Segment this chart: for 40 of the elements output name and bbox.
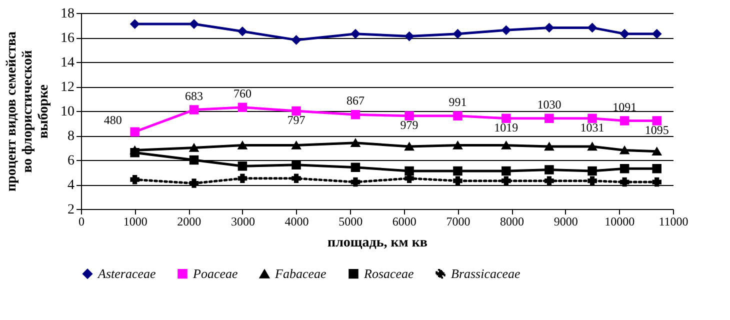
annotation: 683 (185, 88, 204, 103)
y-tick-label: 16 (60, 31, 74, 46)
x-tick-label: 1000 (123, 214, 148, 228)
legend-label: Asteraceae (97, 266, 156, 281)
x-tick-label: 4000 (284, 214, 309, 228)
y-axis-title: процент видов семейства во флористической выборке (4, 31, 52, 192)
y-tick-label: 6 (68, 154, 74, 168)
annotation: 991 (448, 94, 467, 109)
x-tick-label: 5000 (338, 214, 363, 228)
y-tick-label: 18 (60, 6, 74, 22)
annotation: 1030 (537, 97, 562, 112)
x-axis-title: площадь, км кв (328, 236, 428, 250)
annotation: 867 (346, 94, 364, 108)
annotation: 797 (287, 113, 306, 127)
annotation: 760 (233, 86, 252, 100)
annotation: 1019 (494, 120, 518, 134)
x-tick-label: 0 (78, 214, 84, 228)
x-tick-label: 3000 (230, 214, 255, 228)
y-tick-label: 2 (68, 202, 74, 218)
x-tick-label: 8000 (500, 214, 524, 228)
annotation: 1091 (612, 100, 637, 114)
x-tick-label: 7000 (446, 214, 470, 228)
legend-label: Poaceae (192, 266, 238, 281)
annotation: 979 (400, 118, 418, 132)
x-tick-label: 10000 (604, 214, 635, 228)
y-tick-label: 8 (68, 129, 74, 144)
y-tick-label: 12 (60, 80, 74, 95)
x-tick-label: 2000 (177, 214, 202, 228)
y-tick-label: 4 (68, 178, 74, 193)
y-tick-label: 14 (60, 56, 74, 70)
x-tick-label: 6000 (392, 214, 416, 228)
legend-label: Rosaceae (363, 266, 414, 281)
annotation: 480 (104, 112, 122, 127)
x-tick-label: 11000 (658, 214, 688, 228)
y-tick-label: 10 (60, 104, 74, 120)
x-tick-label: 9000 (554, 214, 578, 228)
legend-label: Brassicaceae (451, 266, 521, 281)
legend-label: Fabaceae (274, 266, 326, 282)
annotation: 1031 (580, 120, 604, 134)
annotation: 1095 (644, 122, 669, 137)
